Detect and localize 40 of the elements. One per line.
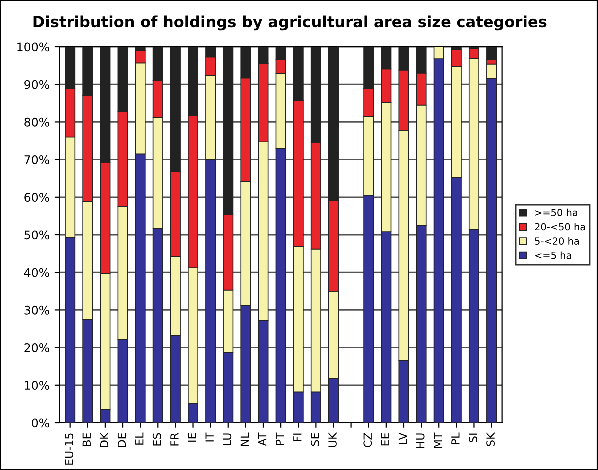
x-tick-label: EL	[136, 432, 144, 445]
x-tick-label: UK	[328, 432, 337, 448]
y-tick-label: 20%	[24, 344, 50, 352]
legend-label: 5-<20 ha	[535, 237, 580, 245]
x-tick-label: CZ	[364, 433, 372, 448]
legend-label: <=5 ha	[536, 252, 572, 260]
y-tick-label: 60%	[24, 193, 50, 202]
y-tick-label: 50%	[24, 230, 50, 240]
x-tick-label: MT	[434, 432, 442, 448]
x-tick-label: SK	[486, 432, 496, 446]
x-tick-label: PT	[276, 432, 284, 446]
x-tick-label: SE	[311, 433, 320, 446]
x-tick-label: LU	[223, 434, 232, 446]
x-tick-label: LV	[398, 432, 408, 444]
x-tick-label: ES	[152, 433, 162, 446]
x-tick-label: HU	[416, 434, 425, 448]
legend-label: >=50 ha	[536, 208, 578, 216]
x-tick-label: PL	[452, 432, 460, 445]
x-tick-label: FI	[294, 434, 302, 442]
x-tick-label: FR	[170, 433, 179, 446]
legend-label: 20-<50 ha	[535, 223, 586, 231]
x-tick-label: SI	[469, 434, 478, 442]
x-tick-label: DE	[118, 433, 126, 448]
y-tick-label: 30%	[24, 306, 50, 315]
y-tick-label: 100%	[18, 42, 50, 52]
x-tick-label: EU-15	[65, 434, 74, 465]
y-tick-label: 70%	[24, 156, 50, 164]
y-tick-label: 10%	[25, 381, 50, 390]
y-tick-label: 40%	[24, 268, 50, 278]
x-tick-label: EE	[381, 433, 390, 446]
x-tick-label: BE	[82, 433, 91, 446]
y-tick-label: 90%	[24, 80, 50, 90]
x-tick-label: IT	[206, 432, 214, 442]
y-tick-label: 80%	[24, 118, 50, 127]
chart-title: Distribution of holdings by agricultural area size categories	[34, 16, 547, 31]
y-tick-label: 0%	[32, 418, 50, 428]
x-tick-label: IE	[188, 433, 196, 442]
x-tick-label: AT	[258, 432, 267, 446]
x-tick-label: NL	[240, 432, 250, 446]
x-tick-label: DK	[100, 432, 109, 448]
